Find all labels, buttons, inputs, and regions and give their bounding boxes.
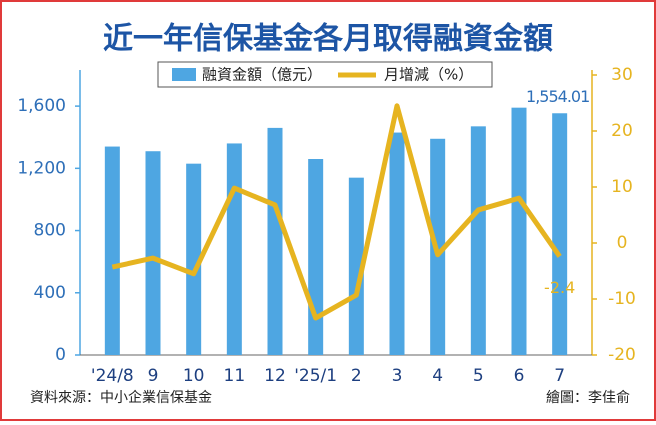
line: [111, 103, 562, 321]
y-tick-label: 0: [55, 345, 66, 365]
x-tick-label: '25/1: [294, 366, 337, 386]
bar: [226, 143, 242, 355]
y-tick-label: 800: [34, 221, 66, 241]
x-tick-label: 7: [554, 366, 565, 386]
bar: [267, 127, 283, 355]
line-value-label: -2.4: [544, 278, 575, 297]
x-tick-label: 4: [432, 366, 443, 386]
x-tick-label: 10: [183, 366, 205, 386]
x-tick-label: 3: [392, 366, 403, 386]
bar: [552, 113, 568, 356]
bar: [104, 146, 120, 355]
y-tick-label: 1,600: [17, 96, 66, 116]
credit: 繪圖：李佳俞: [546, 389, 630, 406]
bar: [186, 163, 202, 355]
x-tick-label: 6: [514, 366, 525, 386]
y2-tick-label: 10: [611, 177, 633, 197]
legend-label: 融資金額（億元）: [202, 66, 322, 84]
x-tick-label: 5: [473, 366, 484, 386]
legend: 融資金額（億元） 月增減（%）: [172, 66, 473, 84]
y2-tick-label: 0: [617, 233, 628, 253]
x-tick-label: 11: [224, 366, 246, 386]
y-tick-label: 1,200: [17, 158, 66, 178]
y2-tick-label: -10: [608, 289, 636, 309]
x-tick-label: 2: [351, 366, 362, 386]
source: 資料來源：中小企業信保基金: [30, 389, 212, 406]
bar: [308, 159, 324, 355]
x-tick-label: 9: [148, 366, 159, 386]
bar: [470, 126, 486, 355]
y-tick-label: 400: [34, 283, 66, 303]
legend-swatch: [172, 68, 196, 81]
x-tick-label: '24/8: [91, 366, 134, 386]
bar: [389, 132, 405, 355]
y2-tick-label: 30: [611, 65, 633, 85]
bar: [145, 151, 161, 355]
bar: [348, 177, 364, 355]
bar: [511, 107, 527, 356]
x-tick-label: 12: [264, 366, 286, 386]
y2-tick-label: -20: [608, 345, 636, 365]
y2-tick-label: 20: [611, 121, 633, 141]
legend-box: [157, 61, 493, 88]
bar-value-label: 1,554.01: [526, 87, 589, 106]
chart-title: 近一年信保基金各月取得融資金額: [103, 22, 553, 57]
legend-label: 月增減（%）: [384, 66, 473, 84]
